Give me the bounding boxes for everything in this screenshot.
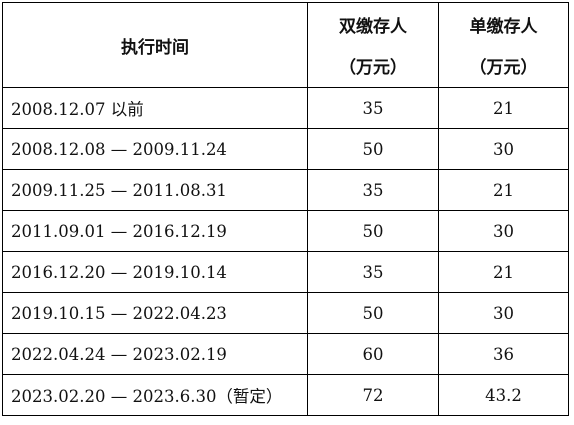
dual-amount-cell: 50: [307, 128, 439, 170]
dual-amount-cell: 60: [307, 333, 439, 375]
single-amount-cell: 36: [438, 333, 569, 375]
table-row: 2008.12.07 以前 35 21: [2, 87, 569, 129]
period-cell: 2008.12.08 — 2009.11.24: [2, 128, 308, 170]
single-amount-cell: 30: [438, 210, 569, 252]
dual-amount-cell: 35: [307, 169, 439, 211]
header-period-label: 执行时间: [121, 37, 189, 58]
header-single-depositor: 单缴存人 （万元）: [438, 2, 569, 88]
header-dual-unit: （万元）: [339, 58, 407, 78]
table-row: 2009.11.25 — 2011.08.31 35 21: [2, 169, 569, 211]
header-period: 执行时间: [2, 2, 308, 88]
table-row: 2011.09.01 — 2016.12.19 50 30: [2, 210, 569, 252]
loan-limit-table: 执行时间 双缴存人 （万元） 单缴存人 （万元） 2008.12.07 以前 3…: [2, 2, 569, 416]
header-single-label: 单缴存人: [469, 17, 538, 37]
period-cell: 2022.04.24 — 2023.02.19: [2, 333, 308, 375]
table-row: 2008.12.08 — 2009.11.24 50 30: [2, 128, 569, 170]
period-cell: 2023.02.20 — 2023.6.30（暂定）: [2, 374, 308, 416]
table-row: 2022.04.24 — 2023.02.19 60 36: [2, 333, 569, 375]
single-amount-cell: 30: [438, 128, 569, 170]
period-cell: 2009.11.25 — 2011.08.31: [2, 169, 308, 211]
table-row: 2019.10.15 — 2022.04.23 50 30: [2, 292, 569, 334]
period-cell: 2016.12.20 — 2019.10.14: [2, 251, 308, 293]
header-dual-label: 双缴存人: [339, 17, 407, 37]
single-amount-cell: 21: [438, 251, 569, 293]
period-cell: 2008.12.07 以前: [2, 87, 308, 129]
single-amount-cell: 21: [438, 87, 569, 129]
header-dual-depositor: 双缴存人 （万元）: [307, 2, 439, 88]
header-row: 执行时间 双缴存人 （万元） 单缴存人 （万元）: [2, 2, 569, 88]
loan-limit-table-container: 执行时间 双缴存人 （万元） 单缴存人 （万元） 2008.12.07 以前 3…: [2, 2, 569, 416]
dual-amount-cell: 35: [307, 87, 439, 129]
dual-amount-cell: 35: [307, 251, 439, 293]
single-amount-cell: 43.2: [438, 374, 569, 416]
header-single-unit: （万元）: [469, 58, 538, 78]
single-amount-cell: 30: [438, 292, 569, 334]
single-amount-cell: 21: [438, 169, 569, 211]
dual-amount-cell: 50: [307, 210, 439, 252]
table-row: 2023.02.20 — 2023.6.30（暂定） 72 43.2: [2, 374, 569, 416]
period-cell: 2019.10.15 — 2022.04.23: [2, 292, 308, 334]
dual-amount-cell: 72: [307, 374, 439, 416]
dual-amount-cell: 50: [307, 292, 439, 334]
period-cell: 2011.09.01 — 2016.12.19: [2, 210, 308, 252]
table-row: 2016.12.20 — 2019.10.14 35 21: [2, 251, 569, 293]
